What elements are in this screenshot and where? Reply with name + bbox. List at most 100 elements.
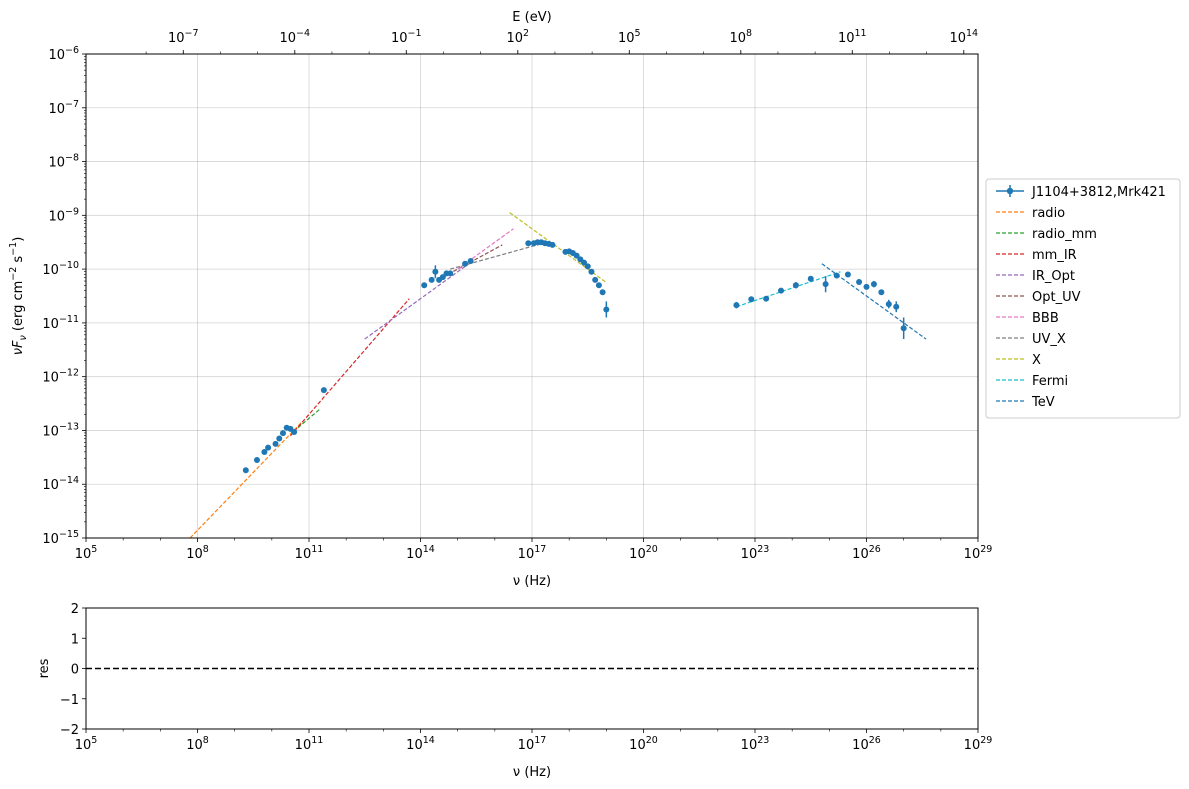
legend-label: J1104+3812,Mrk421: [1031, 185, 1166, 200]
data-point: [462, 260, 469, 267]
data-point: [878, 289, 885, 296]
legend-label: Fermi: [1032, 374, 1068, 389]
legend: J1104+3812,Mrk421 radio radio_mm mm_IR IR_Op…: [985, 178, 1181, 419]
legend-label: TeV: [1031, 395, 1055, 410]
legend-item: TeV: [996, 395, 1055, 410]
x-tick-label: 108: [186, 544, 209, 562]
top-tick-label: 10−1: [391, 28, 422, 46]
legend-item: BBB: [996, 311, 1059, 326]
data-point: [833, 272, 840, 279]
legend-label: X: [1032, 353, 1041, 368]
data-point: [900, 325, 907, 332]
legend-item: Fermi: [996, 374, 1068, 389]
x-tick-label: 1011: [295, 544, 324, 562]
data-point: [792, 282, 799, 289]
legend-item: mm_IR: [996, 248, 1077, 263]
data-point: [428, 276, 435, 283]
legend-label: BBB: [1032, 311, 1059, 326]
x-tick-label: 1023: [741, 544, 770, 562]
data-point: [844, 271, 851, 278]
main-x-ticks: 105 108 1011 1014 1017 1020 1023 1026 1029: [75, 538, 992, 562]
y-tick-label: 10−15: [42, 529, 79, 547]
model-lines: [189, 212, 927, 539]
legend-item: radio_mm: [996, 227, 1097, 242]
data-point: [763, 295, 770, 302]
data-point: [778, 287, 785, 294]
data-point: [893, 303, 900, 310]
main-y-ticks: 10−15 10−14 10−13 10−12 10−11 10−10 10−9 10−8 10…: [42, 45, 86, 547]
x-tick-label: 1014: [406, 544, 435, 562]
data-point: [549, 241, 556, 248]
res-x-tick-label: 1011: [295, 735, 324, 753]
data-point: [291, 429, 298, 436]
data-point: [599, 289, 606, 296]
res-y-tick-label: 0: [71, 663, 79, 678]
data-point: [432, 268, 439, 275]
model-line-radio: [189, 421, 302, 539]
legend-item: J1104+3812,Mrk421: [996, 185, 1166, 200]
model-line-radio-mm: [297, 408, 321, 429]
main-gridlines: [85, 53, 979, 539]
legend-frame: [985, 178, 1181, 419]
data-point: [588, 268, 595, 275]
legend-label: mm_IR: [1032, 248, 1077, 263]
x-tick-label: 105: [75, 544, 98, 562]
data-point: [467, 258, 474, 265]
res-x-tick-label: 1026: [852, 735, 881, 753]
y-tick-label: 10−11: [42, 314, 79, 332]
y-tick-label: 10−14: [42, 475, 79, 493]
model-line-fermi: [736, 271, 841, 308]
legend-label: Opt_UV: [1032, 290, 1081, 305]
model-line-bbb: [457, 228, 514, 270]
res-x-tick-label: 1029: [964, 735, 993, 753]
data-point: [870, 281, 877, 288]
x-tick-label: 1017: [518, 544, 547, 562]
legend-item: X: [996, 353, 1041, 368]
sed-plot: 105 108 1011 1014 1017 1020 1023 1026 1029 10−15…: [8, 10, 992, 589]
x-tick-label: 1020: [629, 544, 658, 562]
res-x-tick-label: 105: [75, 735, 98, 753]
res-y-tick-label: 1: [71, 632, 79, 647]
data-point: [320, 387, 327, 394]
data-point: [856, 279, 863, 286]
data-point: [592, 276, 599, 283]
y-tick-label: 10−13: [42, 421, 79, 439]
res-y-tick-label: −1: [60, 693, 79, 708]
data-point: [885, 301, 892, 308]
legend-item: IR_Opt: [996, 269, 1075, 284]
y-tick-label: 10−6: [48, 45, 79, 63]
y-tick-label: 10−12: [42, 368, 79, 386]
legend-item: radio: [996, 206, 1065, 221]
y-tick-label: 10−9: [48, 206, 79, 224]
res-x-tick-label: 1023: [741, 735, 770, 753]
top-tick-label: 1014: [949, 28, 978, 46]
residual-y-axis-label: res: [37, 658, 52, 678]
main-x-axis-label: ν (Hz): [513, 574, 551, 589]
legend-swatch-marker: [1006, 187, 1014, 195]
res-y-tick-label: −2: [60, 723, 79, 738]
data-point: [863, 283, 870, 290]
data-point: [421, 282, 428, 289]
data-point: [807, 275, 814, 282]
top-tick-label: 105: [618, 28, 641, 46]
residual-plot: 105 108 1011 1014 1017 1020 1023 1026 1029 −2 −1 0…: [37, 602, 992, 780]
data-point: [242, 467, 249, 474]
data-point: [253, 457, 260, 464]
data-point: [261, 448, 268, 455]
data-point: [733, 302, 740, 309]
main-y-axis-label: νFν (erg cm−2 s−1): [8, 237, 29, 356]
data-point: [603, 306, 610, 313]
res-x-tick-label: 1020: [629, 735, 658, 753]
data-point: [584, 263, 591, 270]
data-point: [276, 435, 283, 442]
legend-item: Opt_UV: [996, 290, 1081, 305]
top-energy-ticks: 10−7 10−4 10−1 102 105 108 1011 1014: [145, 28, 978, 54]
residual-x-axis-label: ν (Hz): [513, 765, 551, 780]
data-point: [272, 440, 279, 447]
main-minor-ticks: [84, 56, 942, 541]
model-line-uv-x: [450, 241, 548, 270]
res-x-tick-label: 108: [186, 735, 209, 753]
data-point: [447, 270, 454, 277]
data-point: [573, 252, 580, 259]
